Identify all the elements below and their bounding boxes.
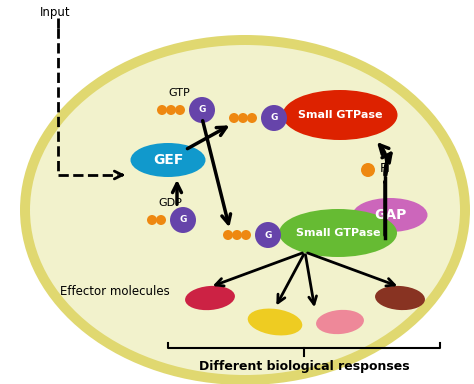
Circle shape — [361, 163, 375, 177]
Ellipse shape — [283, 90, 398, 140]
Circle shape — [166, 105, 176, 115]
Circle shape — [238, 113, 248, 123]
Ellipse shape — [248, 309, 302, 336]
Text: G: G — [270, 114, 278, 122]
Text: Effector molecules: Effector molecules — [60, 285, 170, 298]
Text: Small GTPase: Small GTPase — [296, 228, 380, 238]
Text: G: G — [264, 230, 272, 240]
Ellipse shape — [31, 46, 459, 374]
Circle shape — [156, 215, 166, 225]
Circle shape — [157, 105, 167, 115]
Circle shape — [147, 215, 157, 225]
Circle shape — [247, 113, 257, 123]
Circle shape — [170, 207, 196, 233]
Ellipse shape — [20, 35, 470, 384]
Ellipse shape — [316, 310, 364, 334]
Circle shape — [229, 113, 239, 123]
Text: G: G — [198, 106, 206, 114]
Text: GTP: GTP — [168, 88, 190, 98]
Text: G: G — [179, 215, 187, 225]
Ellipse shape — [353, 198, 428, 232]
Text: GEF: GEF — [153, 153, 183, 167]
Text: Input: Input — [40, 6, 71, 19]
Text: Different biological responses: Different biological responses — [199, 360, 410, 373]
Circle shape — [189, 97, 215, 123]
Text: GAP: GAP — [374, 208, 406, 222]
Text: Small GTPase: Small GTPase — [298, 110, 382, 120]
Text: Pi: Pi — [380, 162, 391, 175]
Circle shape — [175, 105, 185, 115]
Ellipse shape — [30, 45, 460, 375]
Circle shape — [223, 230, 233, 240]
Ellipse shape — [279, 209, 397, 257]
Circle shape — [232, 230, 242, 240]
Ellipse shape — [130, 143, 206, 177]
Text: GDP: GDP — [158, 198, 182, 208]
Circle shape — [241, 230, 251, 240]
Circle shape — [255, 222, 281, 248]
Ellipse shape — [185, 286, 235, 310]
Ellipse shape — [375, 286, 425, 310]
Circle shape — [261, 105, 287, 131]
